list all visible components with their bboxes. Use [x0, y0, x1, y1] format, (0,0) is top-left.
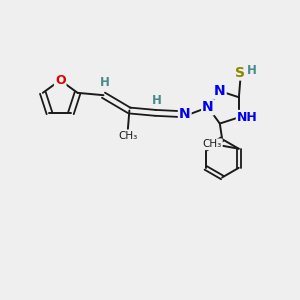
- Text: CH₃: CH₃: [202, 139, 222, 149]
- Text: N: N: [179, 107, 190, 121]
- Text: S: S: [236, 65, 245, 80]
- Text: CH₃: CH₃: [118, 131, 137, 141]
- Text: NH: NH: [237, 111, 257, 124]
- Text: N: N: [202, 100, 214, 114]
- Text: H: H: [247, 64, 256, 77]
- Text: H: H: [152, 94, 162, 107]
- Text: H: H: [100, 76, 110, 89]
- Text: O: O: [55, 74, 65, 87]
- Text: N: N: [214, 84, 226, 98]
